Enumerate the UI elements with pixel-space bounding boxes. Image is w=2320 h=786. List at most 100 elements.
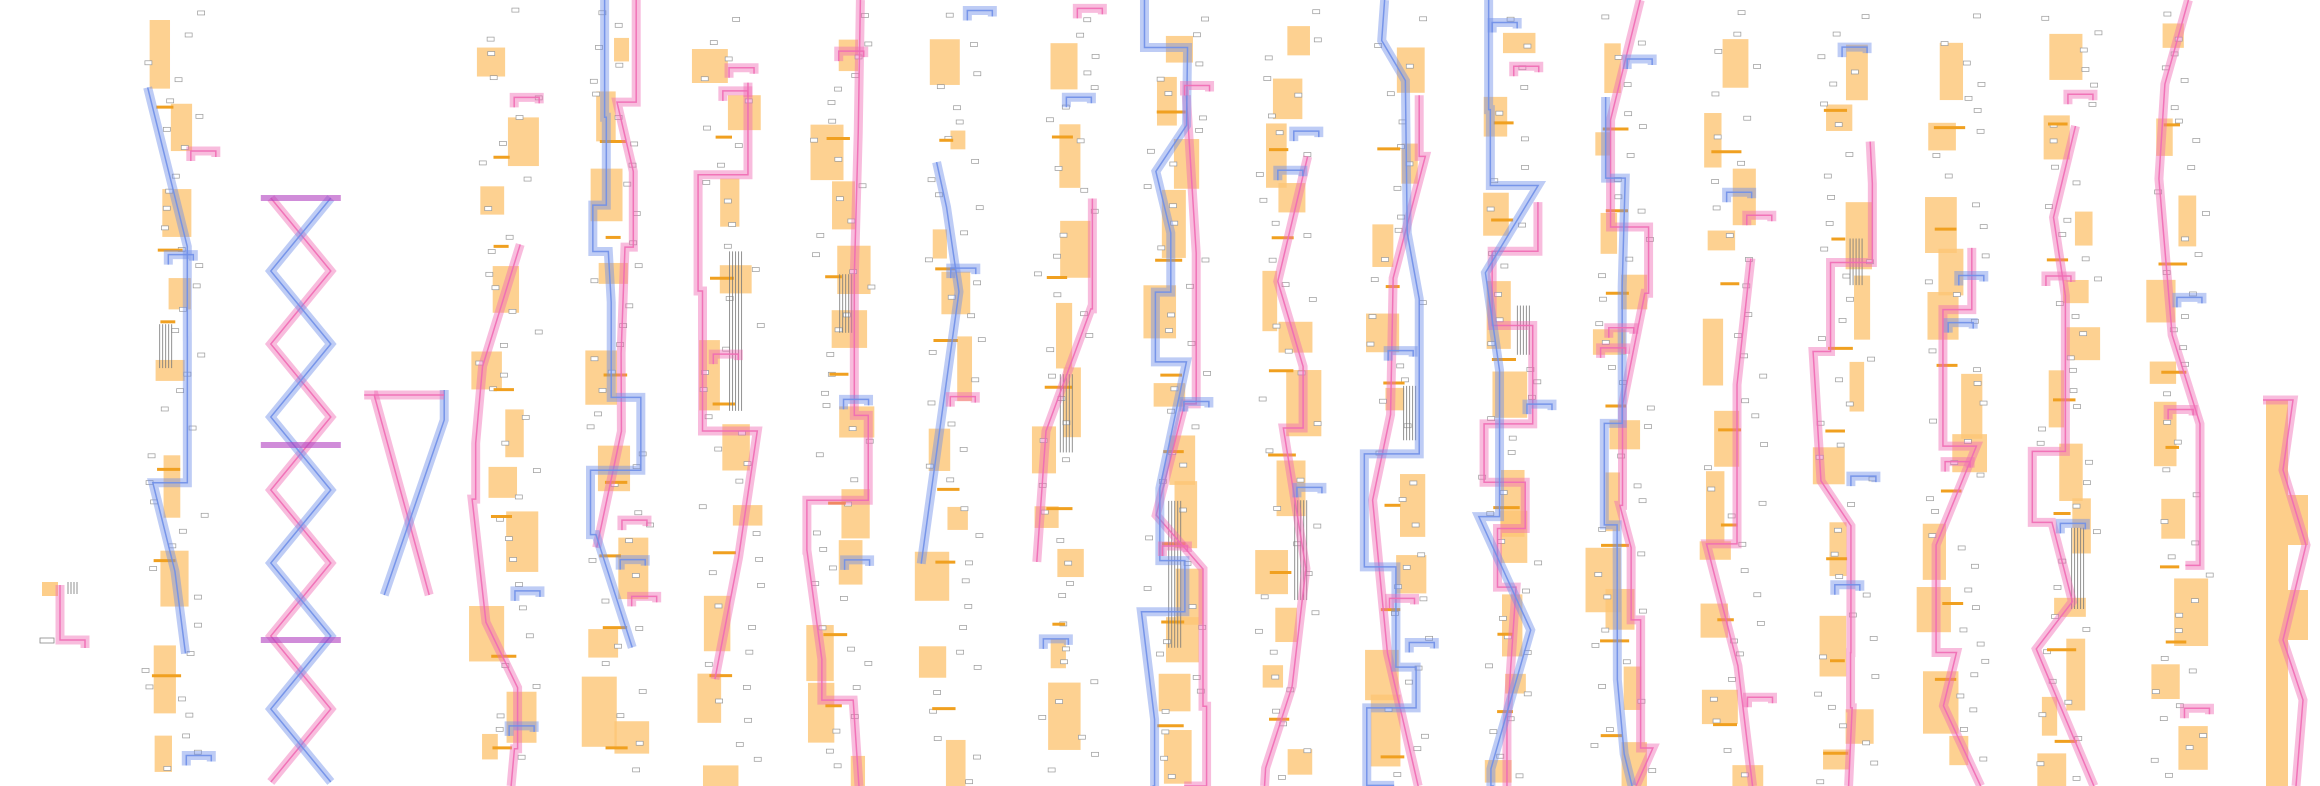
span-block [2161,498,2186,539]
mini-label [1508,435,1517,441]
span-block [1938,248,1964,296]
mini-label [1199,115,1207,121]
mini-label [635,626,644,631]
mini-label [2055,301,2064,306]
mini-label [523,176,532,182]
mini-label [166,98,175,104]
mini-label [1263,76,1272,81]
pink-tab-core [630,595,658,607]
mini-label [1624,111,1633,117]
mini-label [1187,341,1196,346]
mini-label [1499,615,1507,621]
mini-label [487,249,496,254]
blue-tab-core [1947,321,1974,333]
mini-label [947,421,956,427]
mini-label [1745,257,1753,262]
blue-tab-core [842,398,870,410]
mini-label [1039,438,1048,443]
mini-label [1738,541,1747,547]
span-block [1055,302,1073,369]
mini-label [1393,185,1402,191]
mini-label [1381,257,1389,262]
mini-label [1164,91,1173,96]
span-block [1609,420,1641,450]
mini-label [1260,594,1269,600]
mini-label [953,105,961,111]
mini-label [1396,363,1405,369]
mini-label [509,557,517,562]
pink-tab-core [2067,93,2094,105]
mini-label [1534,560,1543,566]
mini-label [1972,605,1980,610]
mini-label [1926,496,1934,502]
mini-label [1825,221,1834,226]
mini-label [1711,179,1719,184]
blue-tab-core [2059,522,2087,534]
mini-label [2175,612,2184,618]
mini-label [515,115,524,120]
mini-label [735,742,744,747]
mini-label [1273,506,1282,511]
mini-label [715,698,724,704]
mini-label [743,685,751,690]
blue-track-core [1603,96,1633,786]
mini-label [2058,232,2067,237]
mini-label [822,403,831,408]
mini-label [1167,774,1176,779]
mini-label [717,162,725,168]
mini-label [186,651,195,656]
span-block [170,103,193,152]
mini-label [1960,727,1968,732]
mini-label [625,538,633,544]
mini-label [500,372,508,378]
mini-label [1303,233,1312,238]
mini-label [1734,333,1742,338]
mini-label [1414,665,1423,671]
mini-label [864,41,873,47]
mini-label [1944,173,1953,179]
span-block [149,20,171,89]
mini-label [188,425,197,431]
mini-label [704,414,713,420]
span-block [1500,510,1528,563]
mini-label [2079,331,2088,337]
mini-label [1737,160,1745,166]
mini-label [977,337,986,343]
mini-label [1268,113,1276,119]
mini-label [1203,371,1211,376]
mini-label [964,604,973,609]
mini-label [2181,236,2189,242]
mini-label [2045,204,2053,209]
mini-label [1753,64,1761,69]
blue-tab-core [1526,403,1553,415]
span-block [1732,168,1756,226]
span-block [154,735,172,772]
mini-label [638,689,647,694]
span-block [1165,35,1193,63]
blue-track-core [383,390,445,596]
mini-label [521,415,530,420]
mini-label [163,766,172,771]
mini-label [1973,381,1982,386]
mini-label [1271,220,1280,226]
mini-label [973,754,981,760]
mini-label [1617,453,1626,459]
span-block [598,262,628,284]
pink-track-core [806,0,869,786]
mini-label [2083,480,2091,486]
mini-label [1034,271,1042,277]
mini-label [936,84,945,90]
mini-label [959,625,967,630]
span-block [1048,682,1081,750]
mini-label [1145,535,1153,541]
mini-label [1599,296,1607,302]
mini-label [1398,497,1407,502]
mini-label [723,243,732,249]
mini-label [709,40,718,45]
pink-tab-core [513,96,540,108]
mini-label [714,603,723,609]
blue-tab-core [1065,96,1093,108]
mini-label [2163,419,2172,425]
mini-label [971,158,979,164]
mini-label [1080,187,1089,193]
